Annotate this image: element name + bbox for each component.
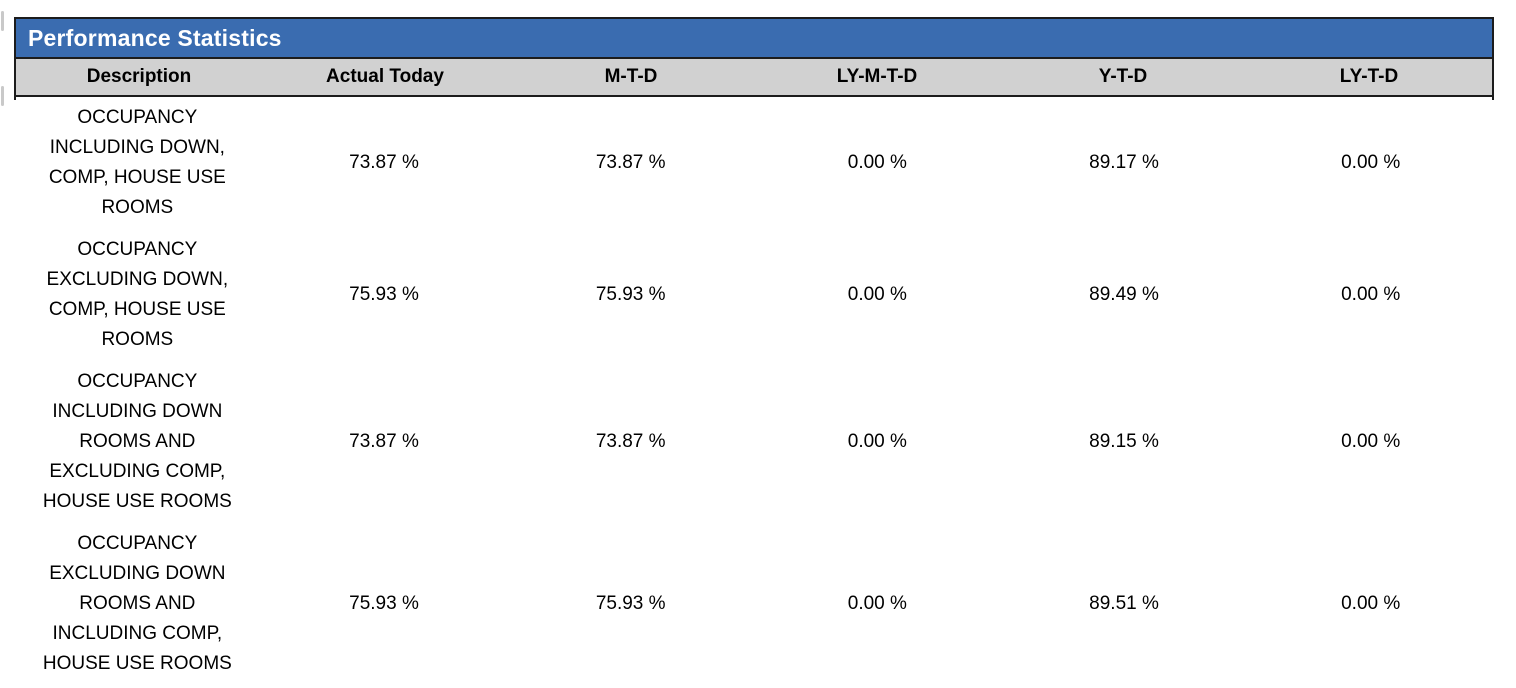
cell-ytd: 89.51 % [1089, 593, 1159, 614]
cell-mtd: 75.93 % [595, 284, 666, 305]
cell-ly-mtd: 0.00 % [847, 593, 907, 614]
table-row: OCCUPANCY EXCLUDING DOWN ROOMS AND INCLU… [14, 523, 1494, 685]
cell-ly-mtd: 0.00 % [847, 284, 907, 305]
table-body: OCCUPANCY INCLUDING DOWN, COMP, HOUSE US… [14, 97, 1494, 685]
cell-actual-today: 75.93 % [349, 593, 419, 614]
col-header-ly-mtd: LY-M-T-D [836, 66, 918, 87]
left-edge-artifact [1, 86, 4, 106]
cell-description: OCCUPANCY INCLUDING DOWN ROOMS AND EXCLU… [42, 371, 232, 512]
cell-ytd: 89.15 % [1089, 431, 1159, 452]
col-header-description: Description [86, 66, 192, 87]
cell-actual-today: 73.87 % [349, 152, 419, 173]
cell-ly-td: 0.00 % [1341, 152, 1401, 173]
cell-description: OCCUPANCY INCLUDING DOWN, COMP, HOUSE US… [48, 107, 226, 218]
panel-title: Performance Statistics [28, 24, 282, 51]
cell-actual-today: 75.93 % [349, 284, 419, 305]
left-edge-artifact [1, 11, 4, 31]
performance-statistics-panel: Performance Statistics Description Actua… [14, 17, 1494, 685]
col-header-ly-td: LY-T-D [1339, 66, 1399, 87]
panel-header-block: Performance Statistics Description Actua… [14, 17, 1494, 100]
cell-ytd: 89.49 % [1089, 284, 1159, 305]
table-header-row: Description Actual Today M-T-D LY-M-T-D … [16, 59, 1492, 95]
cell-ly-mtd: 0.00 % [847, 152, 907, 173]
col-header-ytd: Y-T-D [1098, 66, 1148, 87]
cell-ly-td: 0.00 % [1341, 284, 1401, 305]
table-row: OCCUPANCY INCLUDING DOWN, COMP, HOUSE US… [14, 97, 1494, 229]
cell-actual-today: 73.87 % [349, 431, 419, 452]
cell-description: OCCUPANCY EXCLUDING DOWN ROOMS AND INCLU… [42, 533, 232, 674]
cell-description: OCCUPANCY EXCLUDING DOWN, COMP, HOUSE US… [46, 239, 229, 350]
col-header-actual-today: Actual Today [326, 66, 444, 87]
panel-title-bar: Performance Statistics [16, 19, 1492, 59]
table-row: OCCUPANCY EXCLUDING DOWN, COMP, HOUSE US… [14, 229, 1494, 361]
col-header-mtd: M-T-D [604, 66, 658, 87]
cell-mtd: 75.93 % [595, 593, 666, 614]
cell-ly-td: 0.00 % [1341, 431, 1401, 452]
cell-mtd: 73.87 % [595, 431, 666, 452]
cell-mtd: 73.87 % [595, 152, 666, 173]
cell-ytd: 89.17 % [1089, 152, 1159, 173]
cell-ly-mtd: 0.00 % [847, 431, 907, 452]
table-row: OCCUPANCY INCLUDING DOWN ROOMS AND EXCLU… [14, 361, 1494, 523]
cell-ly-td: 0.00 % [1341, 593, 1401, 614]
